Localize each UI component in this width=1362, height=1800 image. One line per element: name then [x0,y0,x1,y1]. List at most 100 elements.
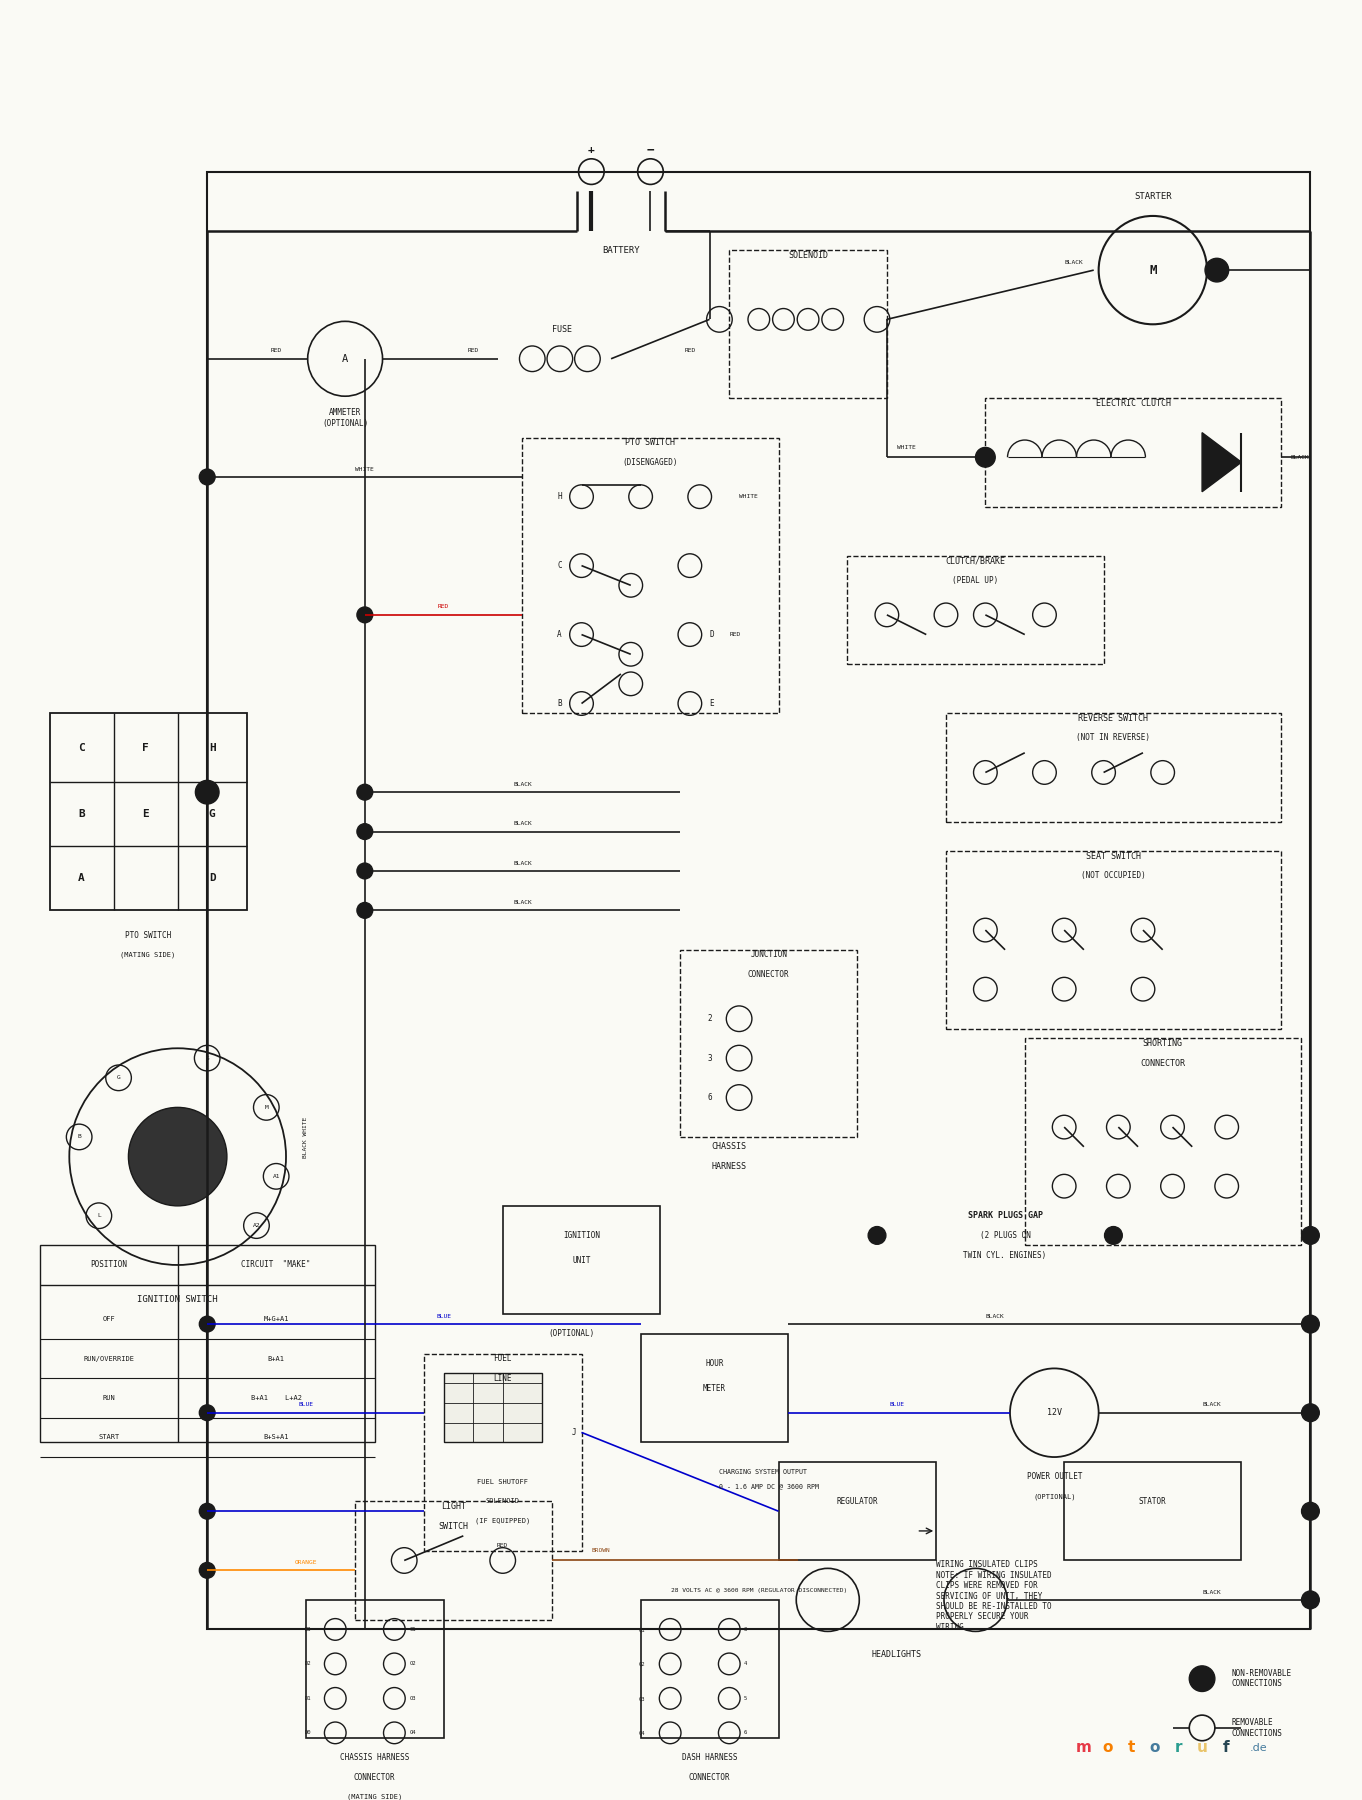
Text: O2: O2 [409,1661,415,1667]
Bar [355,1501,552,1620]
Text: RED: RED [467,349,479,353]
Text: UNIT: UNIT [572,1256,591,1265]
Circle shape [975,448,996,468]
Text: CIRCUIT  "MAKE": CIRCUIT "MAKE" [241,1260,311,1269]
Text: H: H [208,743,215,752]
Text: RUN: RUN [102,1395,114,1400]
Text: BLACK: BLACK [513,821,531,826]
Text: u: u [1197,1741,1208,1755]
Bar [985,398,1280,506]
Text: C: C [557,562,561,571]
Text: (MATING SIDE): (MATING SIDE) [347,1793,402,1800]
Text: STATOR: STATOR [1139,1498,1167,1507]
Text: CHASSIS: CHASSIS [712,1143,746,1152]
Circle shape [357,607,373,623]
Text: E: E [710,698,714,707]
Text: DASH HARNESS: DASH HARNESS [682,1753,737,1762]
Text: FUSE: FUSE [552,324,572,333]
Text: CONNECTOR: CONNECTOR [748,970,790,979]
Circle shape [1302,1404,1320,1422]
Text: S: S [206,1055,210,1060]
Circle shape [1189,1665,1215,1692]
Text: 28 VOLTS AC @ 3600 RPM (REGULATOR DISCONNECTED): 28 VOLTS AC @ 3600 RPM (REGULATOR DISCON… [670,1588,847,1593]
Text: REMOVABLE
CONNECTIONS: REMOVABLE CONNECTIONS [1231,1719,1283,1737]
Text: PTO SWITCH: PTO SWITCH [625,437,676,446]
Text: STARTER: STARTER [1135,193,1171,202]
Bar [503,1206,661,1314]
Bar [444,1373,542,1442]
Circle shape [1302,1503,1320,1519]
Text: START: START [98,1435,120,1440]
Text: B: B [78,810,84,819]
Text: M: M [1150,263,1156,277]
Text: WIRING INSULATED CLIPS
NOTE: IF WIRING INSULATED
CLIPS WERE REMOVED FOR
SERVICIN: WIRING INSULATED CLIPS NOTE: IF WIRING I… [936,1561,1051,1633]
Text: (OPTIONAL): (OPTIONAL) [1032,1494,1076,1499]
Circle shape [199,1404,215,1420]
Text: D1: D1 [304,1696,311,1701]
Text: BLACK: BLACK [513,781,531,787]
Bar [1024,1039,1301,1246]
Bar [947,713,1280,823]
Text: B+A1    L+A2: B+A1 L+A2 [251,1395,301,1400]
Text: SWITCH: SWITCH [439,1521,469,1530]
Text: t: t [1128,1741,1135,1755]
Bar [424,1354,582,1550]
Text: RED: RED [439,605,449,610]
Text: D: D [208,873,215,884]
Circle shape [1302,1591,1320,1609]
Text: RED: RED [729,632,741,637]
Text: (OPTIONAL): (OPTIONAL) [549,1330,595,1339]
Text: FUEL: FUEL [493,1354,512,1363]
Text: HEADLIGHTS: HEADLIGHTS [872,1649,922,1658]
Text: SEAT SWITCH: SEAT SWITCH [1086,851,1141,860]
Text: BLUE: BLUE [889,1402,904,1408]
Text: PTO SWITCH: PTO SWITCH [125,931,172,940]
Text: ORANGE: ORANGE [294,1561,317,1564]
Text: RED: RED [684,349,696,353]
Text: FUEL SHUTOFF: FUEL SHUTOFF [477,1478,528,1485]
Circle shape [195,781,219,805]
Text: BLACK: BLACK [1203,1402,1222,1408]
Text: CONNECTOR: CONNECTOR [689,1773,730,1782]
Text: 3: 3 [744,1627,748,1633]
Text: O3: O3 [409,1696,415,1701]
Text: LIGHT: LIGHT [441,1501,466,1510]
Text: F: F [142,743,148,752]
Text: Q2: Q2 [639,1661,646,1667]
Text: CHASSIS HARNESS: CHASSIS HARNESS [340,1753,410,1762]
Text: CLUTCH/BRAKE: CLUTCH/BRAKE [945,556,1005,565]
Text: 4: 4 [744,1661,748,1667]
Text: m: m [1076,1741,1092,1755]
Text: 12V: 12V [1047,1408,1062,1417]
Bar [640,1600,779,1737]
Text: WHITE: WHITE [355,466,375,472]
Text: HARNESS: HARNESS [712,1163,746,1172]
Text: M: M [264,1105,268,1111]
Text: A2: A2 [253,1222,260,1228]
Bar [680,950,857,1138]
Bar [779,1462,936,1561]
Text: D2: D2 [304,1661,311,1667]
Text: (IF EQUIPPED): (IF EQUIPPED) [475,1517,530,1525]
Text: JUNCTION: JUNCTION [750,950,787,959]
Text: CONNECTOR: CONNECTOR [1140,1058,1185,1067]
Text: A1: A1 [272,1174,281,1179]
Text: BROWN: BROWN [592,1548,610,1553]
Text: B+S+A1: B+S+A1 [263,1435,289,1440]
Text: G: G [117,1075,120,1080]
Text: POSITION: POSITION [90,1260,127,1269]
Text: BLACK: BLACK [1065,259,1083,265]
Text: H: H [557,491,561,500]
Text: M+G+A1: M+G+A1 [263,1316,289,1323]
Text: CONNECTOR: CONNECTOR [354,1773,395,1782]
Text: BLACK: BLACK [513,900,531,905]
Polygon shape [1203,432,1242,491]
Text: B: B [78,1134,80,1139]
Text: BLACK: BLACK [513,860,531,866]
Bar [49,713,247,911]
Text: (2 PLUGS ON: (2 PLUGS ON [979,1231,1031,1240]
Text: A: A [78,873,84,884]
Text: 5: 5 [744,1696,748,1701]
Text: POWER OUTLET: POWER OUTLET [1027,1472,1081,1481]
Text: ELECTRIC CLUTCH: ELECTRIC CLUTCH [1095,398,1170,407]
